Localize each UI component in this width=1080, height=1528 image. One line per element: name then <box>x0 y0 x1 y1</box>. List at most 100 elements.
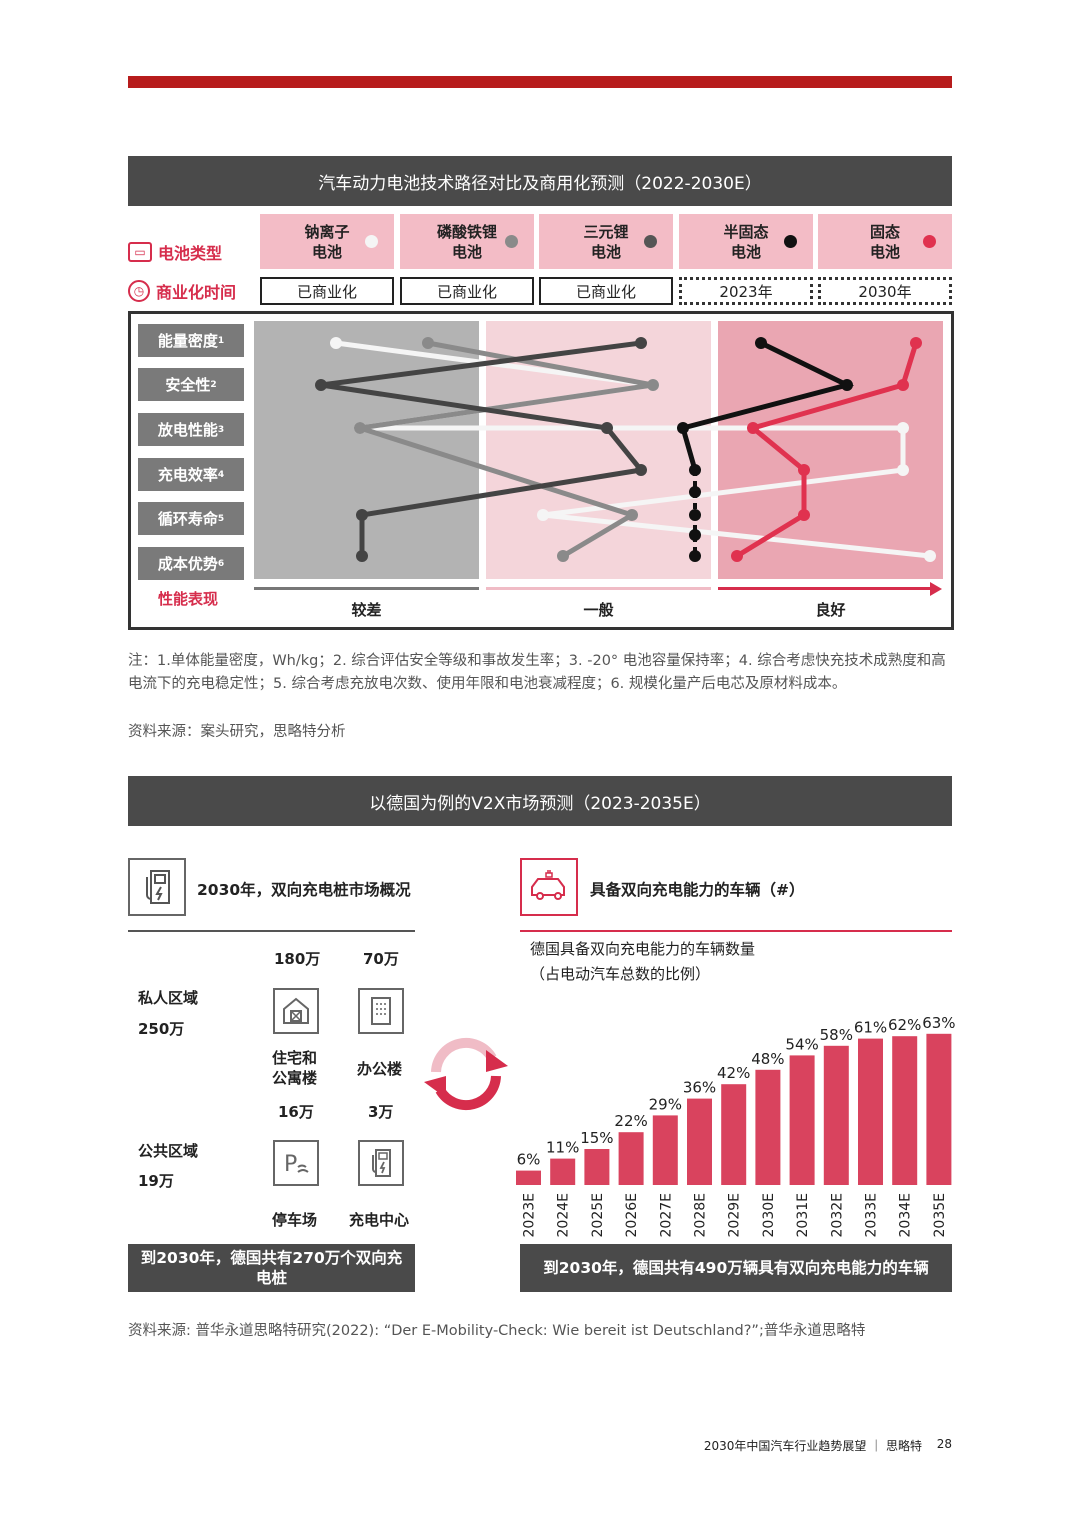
bar-value-label: 62% <box>888 1016 921 1034</box>
commercial-status-semisolid: 2023年 <box>679 277 813 305</box>
chart-subtitle-1: 德国具备双向充电能力的车辆数量 <box>530 940 756 958</box>
battery-header-semisolid: 半固态 电池 <box>679 214 813 269</box>
commercial-status-sodium: 已商业化 <box>260 277 394 305</box>
bar-2023E <box>516 1170 541 1185</box>
bar-2029E <box>721 1084 747 1185</box>
metric-energy-density: 能量密度 1 <box>138 324 244 357</box>
battery-type-row-label: ▭ 电池类型 <box>128 240 222 264</box>
metric-label: 充电效率 <box>157 466 218 484</box>
commercial-status-ncm: 已商业化 <box>539 277 673 305</box>
public-area-label: 公共区域 <box>138 1142 199 1160</box>
left-divider <box>128 930 415 932</box>
left-summary-bar: 到2030年，德国共有270万个双向充 电桩 <box>128 1244 415 1292</box>
category-tick-label: 2035E <box>932 1193 948 1237</box>
category-tick-label: 2032E <box>829 1193 845 1237</box>
category-tick-label: 2027E <box>658 1193 674 1237</box>
bar-2025E <box>584 1149 610 1185</box>
metric-footnote: 3 <box>217 424 225 435</box>
metric-label: 安全性 <box>165 376 211 394</box>
category-tick-label: 2028E <box>693 1193 709 1237</box>
residential-label-line1: 住宅和 <box>272 1049 318 1067</box>
bar-value-label: 61% <box>854 1019 887 1037</box>
line-solid <box>731 337 922 562</box>
bar-value-label: 29% <box>649 1095 682 1113</box>
private-area-value: 250万 <box>138 1020 185 1038</box>
bar-2033E <box>858 1038 883 1185</box>
bar-value-label: 6% <box>517 1151 541 1169</box>
category-tick-label: 2025E <box>590 1193 606 1237</box>
charging-public-value: 3万 <box>368 1103 394 1121</box>
metric-footnote: 2 <box>210 379 217 390</box>
commercial-time-label: 商业化时间 <box>156 283 237 302</box>
metric-footnote: 5 <box>217 513 225 524</box>
axis-arrow-icon <box>930 582 942 596</box>
commercial-status-solid: 2030年 <box>818 277 952 305</box>
battery-name-line2: 电池 <box>311 242 342 261</box>
office-label: 办公楼 <box>357 1060 403 1078</box>
parking-icon: P <box>273 1140 319 1186</box>
zone-poor <box>254 321 479 579</box>
bar-value-label: 54% <box>785 1035 818 1053</box>
bar-value-label: 58% <box>820 1026 853 1044</box>
zone-label-good: 良好 <box>815 601 846 619</box>
category-tick-label: 2030E <box>761 1193 777 1237</box>
bar-value-label: 48% <box>751 1050 784 1068</box>
line-ncm <box>315 337 647 562</box>
category-tick-label: 2033E <box>864 1193 880 1237</box>
clock-icon: ◷ <box>128 280 150 302</box>
metric-footnote: 1 <box>217 335 225 346</box>
battery-name-line2: 电池 <box>869 242 900 261</box>
legend-dot <box>923 235 936 248</box>
metric-discharge: 放电性能 3 <box>138 413 244 446</box>
legend-dot <box>365 235 378 248</box>
category-tick-label: 2034E <box>898 1193 914 1237</box>
metric-label: 成本优势 <box>157 555 218 573</box>
chart-subtitle-2: （占电动汽车总数的比例） <box>530 965 711 983</box>
parking-label: 停车场 <box>272 1211 318 1229</box>
section2-source: 资料来源: 普华永道思略特研究(2022): “Der E-Mobility-C… <box>128 1323 866 1339</box>
battery-name-line1: 固态 <box>869 222 900 241</box>
bar-value-label: 22% <box>614 1112 647 1130</box>
bar-2028E <box>687 1098 712 1185</box>
axis-segment-average <box>486 587 711 590</box>
bar-2030E <box>755 1069 781 1185</box>
commercial-status-lfp: 已商业化 <box>400 277 534 305</box>
footer-text: 2030年中国汽车行业趋势展望 ｜ 思略特 <box>703 1439 922 1453</box>
bar-value-label: 36% <box>683 1079 716 1097</box>
bar-2035E <box>926 1033 952 1185</box>
private-area-label: 私人区域 <box>138 989 199 1007</box>
zone-label-average: 一般 <box>583 601 614 619</box>
line-lfp <box>354 337 659 562</box>
office-building-icon <box>358 988 404 1034</box>
section2-title: 以德国为例的V2X市场预测（2023-2035E） <box>128 776 952 826</box>
section1-note: 注：1.单体能量密度，Wh/kg；2. 综合评估安全等级和事故发生率；3. -2… <box>128 653 946 692</box>
bar-value-label: 42% <box>717 1064 750 1082</box>
battery-name-line2: 电池 <box>451 242 482 261</box>
axis-segment-good <box>718 587 933 590</box>
battery-header-lfp: 磷酸铁锂 电池 <box>400 214 534 269</box>
left-panel-heading: 2030年，双向充电桩市场概况 <box>197 881 411 899</box>
section1-title: 汽车动力电池技术路径对比及商用化预测（2022-2030E） <box>128 156 952 206</box>
battery-name-line1: 半固态 <box>723 222 769 241</box>
left-summary-line2: 电桩 <box>255 1269 287 1287</box>
category-tick-label: 2023E <box>522 1193 538 1237</box>
battery-name-line2: 电池 <box>590 242 621 261</box>
battery-name-line1: 磷酸铁锂 <box>436 222 497 241</box>
category-tick-label: 2024E <box>556 1193 572 1237</box>
svg-text:P: P <box>284 1152 297 1177</box>
right-divider <box>520 930 952 932</box>
metric-footnote: 6 <box>217 558 225 569</box>
bar-2034E <box>892 1036 918 1185</box>
metric-footnote: 4 <box>217 469 225 480</box>
office-private-value: 70万 <box>363 950 399 968</box>
line-semisolid <box>677 337 855 562</box>
page-number: 28 <box>936 1437 952 1451</box>
performance-row-label: 性能表现 <box>158 590 219 608</box>
right-summary-bar: 到2030年，德国共有490万辆具有双向充电能力的车辆 <box>520 1244 952 1292</box>
metric-charging: 充电效率 4 <box>138 458 244 491</box>
commercial-time-row-label: ◷ 商业化时间 <box>128 279 236 303</box>
battery-header-sodium: 钠离子 电池 <box>260 214 394 269</box>
battery-header-ncm: 三元锂 电池 <box>539 214 673 269</box>
residential-label-line2: 公寓楼 <box>272 1069 318 1087</box>
charging-center-label: 充电中心 <box>349 1211 410 1229</box>
